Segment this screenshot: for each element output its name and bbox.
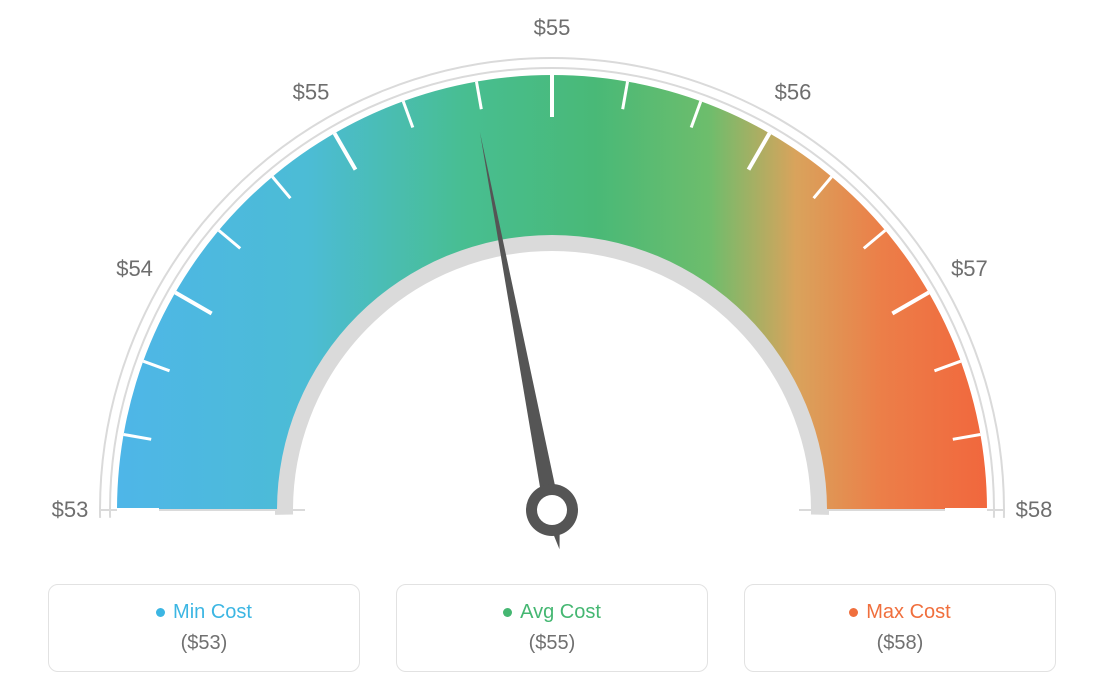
svg-text:$56: $56 [775, 80, 812, 105]
svg-text:$54: $54 [116, 256, 153, 281]
svg-text:$55: $55 [534, 15, 571, 40]
gauge-svg: $53 $54 $55 $55 $56 $57 $58 [0, 0, 1104, 560]
svg-text:$58: $58 [1016, 497, 1053, 522]
dot-max-icon [849, 608, 858, 617]
legend-max-value: ($58) [877, 632, 924, 655]
dot-avg-icon [503, 608, 512, 617]
legend-max-label: Max Cost [866, 601, 950, 624]
svg-text:$57: $57 [951, 256, 988, 281]
legend-card-max: Max Cost ($58) [744, 584, 1056, 672]
legend-row: Min Cost ($53) Avg Cost ($55) Max Cost (… [0, 584, 1104, 672]
legend-avg-value: ($55) [529, 632, 576, 655]
svg-text:$55: $55 [293, 80, 330, 105]
legend-min-value: ($53) [181, 632, 228, 655]
svg-text:$53: $53 [52, 497, 89, 522]
legend-min-label: Min Cost [173, 601, 252, 624]
legend-card-min: Min Cost ($53) [48, 584, 360, 672]
cost-gauge: $53 $54 $55 $55 $56 $57 $58 [0, 0, 1104, 560]
legend-avg-label: Avg Cost [520, 601, 601, 624]
legend-card-avg: Avg Cost ($55) [396, 584, 708, 672]
dot-min-icon [156, 608, 165, 617]
